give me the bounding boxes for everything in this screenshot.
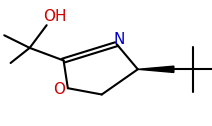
- Polygon shape: [138, 66, 174, 72]
- Text: N: N: [113, 32, 124, 47]
- Text: O: O: [53, 82, 65, 97]
- Text: OH: OH: [43, 9, 67, 24]
